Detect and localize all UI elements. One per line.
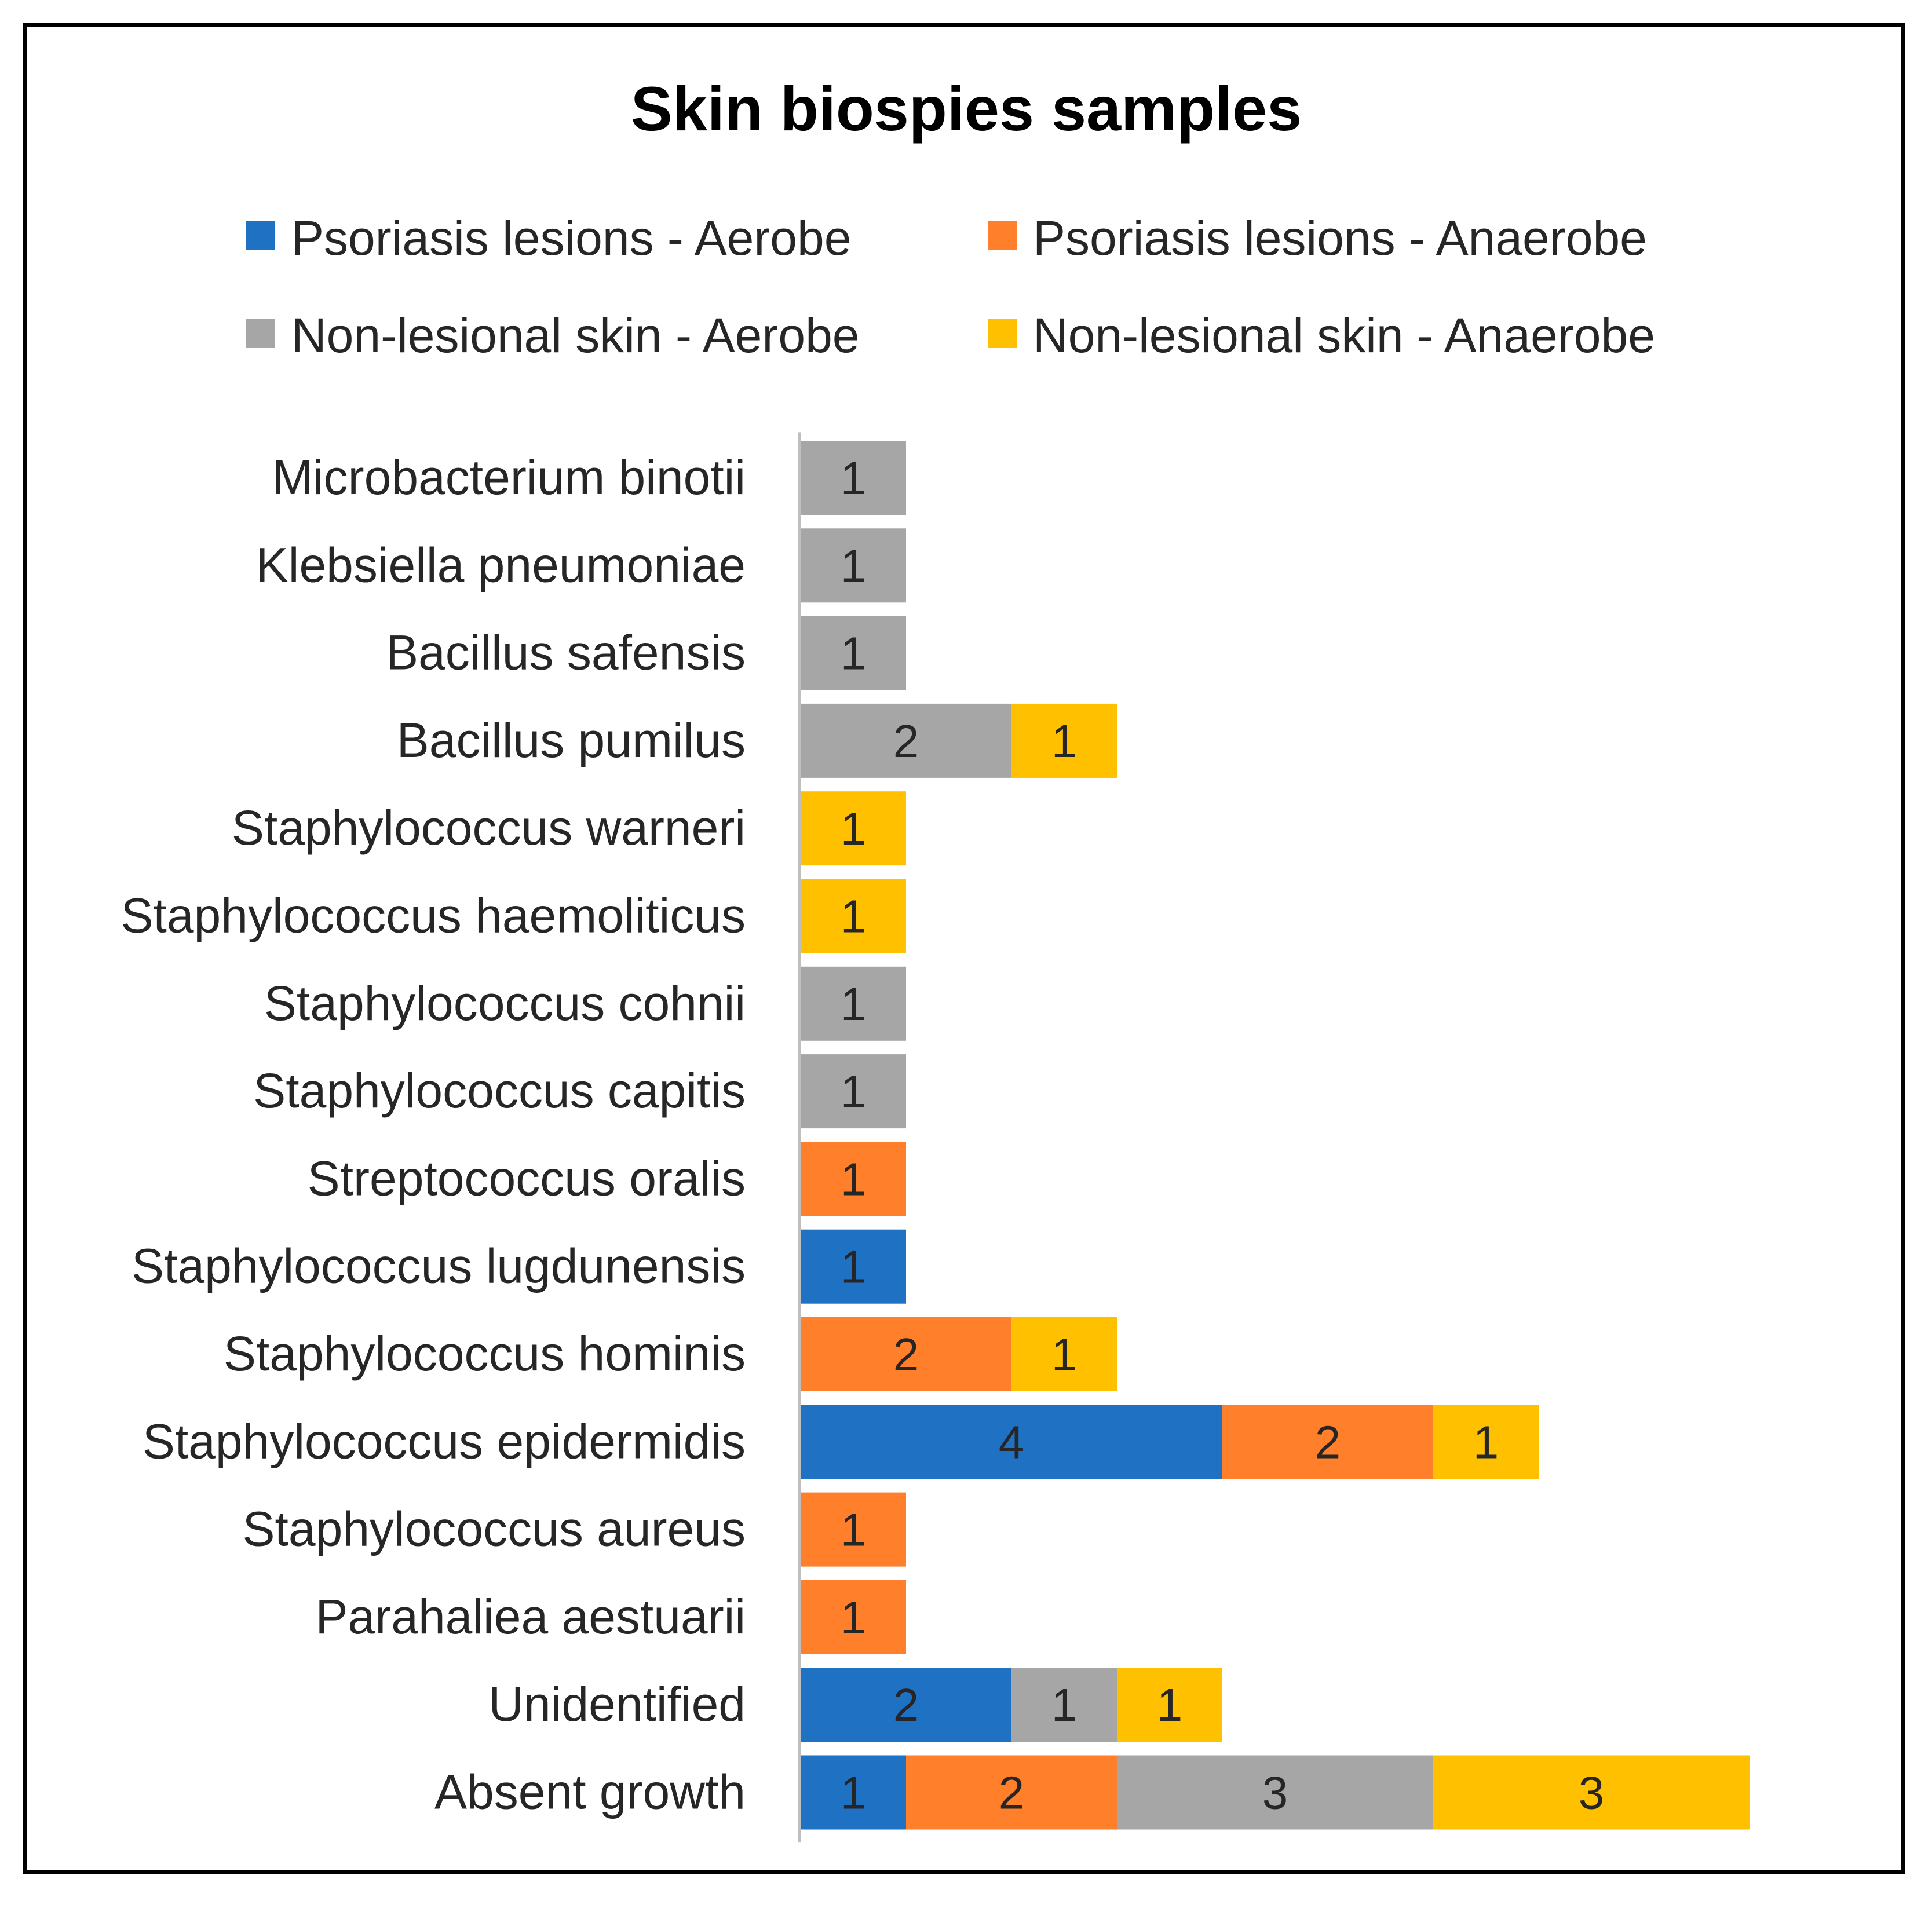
category-label-bacillus-safensis: Bacillus safensis [386, 626, 746, 680]
bar-bacillus-pumilus-non-lesional-skin-anaerobe [1011, 703, 1117, 778]
bar-staphylococcus-aureus-psoriasis-lesions-anaerobe [801, 1492, 906, 1567]
bar-bacillus-safensis-non-lesional-skin-aerobe [801, 616, 906, 690]
category-label-absent-growth: Absent growth [434, 1765, 746, 1819]
data-label-staphylococcus-epidermidis-non-lesional-skin-anaerobe: 1 [1473, 1416, 1499, 1468]
bar-absent-growth-psoriasis-lesions-aerobe [801, 1755, 906, 1830]
category-label-staphylococcus-hominis: Staphylococcus hominis [224, 1326, 746, 1381]
legend-swatch-psoriasis-lesions-anaerobe [988, 221, 1017, 250]
data-label-absent-growth-non-lesional-skin-aerobe: 3 [1262, 1767, 1288, 1819]
data-label-staphylococcus-warneri-non-lesional-skin-anaerobe: 1 [841, 803, 867, 854]
data-label-staphylococcus-epidermidis-psoriasis-lesions-aerobe: 4 [999, 1416, 1025, 1468]
bar-staphylococcus-epidermidis-non-lesional-skin-anaerobe [1433, 1405, 1539, 1479]
bar-absent-growth-non-lesional-skin-aerobe [1117, 1755, 1433, 1830]
data-label-staphylococcus-haemoliticus-non-lesional-skin-anaerobe: 1 [841, 891, 867, 942]
category-label-staphylococcus-warneri: Staphylococcus warneri [232, 801, 746, 855]
data-label-unidentified-non-lesional-skin-anaerobe: 1 [1157, 1679, 1183, 1731]
data-label-staphylococcus-lugdunensis-psoriasis-lesions-aerobe: 1 [841, 1241, 867, 1293]
category-label-staphylococcus-capitis: Staphylococcus capitis [253, 1063, 746, 1118]
bar-bacillus-pumilus-non-lesional-skin-aerobe [801, 703, 1011, 778]
bar-microbacterium-binotii-non-lesional-skin-aerobe [801, 441, 906, 515]
data-label-bacillus-pumilus-non-lesional-skin-anaerobe: 1 [1051, 715, 1078, 767]
category-label-microbacterium-binotii: Microbacterium binotii [272, 450, 746, 505]
legend-swatch-non-lesional-skin-anaerobe [988, 319, 1017, 348]
category-label-klebsiella-pneumoniae: Klebsiella pneumoniae [256, 538, 746, 592]
category-label-staphylococcus-epidermidis: Staphylococcus epidermidis [143, 1414, 746, 1468]
category-label-staphylococcus-haemoliticus: Staphylococcus haemoliticus [120, 889, 746, 943]
bar-streptococcus-oralis-psoriasis-lesions-anaerobe [801, 1142, 906, 1216]
bar-staphylococcus-hominis-non-lesional-skin-anaerobe [1011, 1317, 1117, 1391]
data-label-staphylococcus-epidermidis-psoriasis-lesions-anaerobe: 2 [1315, 1416, 1341, 1468]
bar-staphylococcus-lugdunensis-psoriasis-lesions-aerobe [801, 1229, 906, 1304]
data-label-parahaliea-aestuarii-psoriasis-lesions-anaerobe: 1 [841, 1592, 867, 1643]
data-label-streptococcus-oralis-psoriasis-lesions-anaerobe: 1 [841, 1153, 867, 1205]
category-label-staphylococcus-cohnii: Staphylococcus cohnii [264, 976, 746, 1030]
chart-frame [23, 23, 1905, 1874]
bar-unidentified-psoriasis-lesions-aerobe [801, 1668, 1011, 1742]
bar-absent-growth-non-lesional-skin-anaerobe [1433, 1755, 1750, 1830]
bar-unidentified-non-lesional-skin-anaerobe [1117, 1668, 1222, 1742]
bar-klebsiella-pneumoniae-non-lesional-skin-aerobe [801, 528, 906, 603]
data-label-staphylococcus-capitis-non-lesional-skin-aerobe: 1 [841, 1066, 867, 1117]
data-label-staphylococcus-cohnii-non-lesional-skin-aerobe: 1 [841, 978, 867, 1030]
legend-label-non-lesional-skin-aerobe: Non-lesional skin - Aerobe [291, 308, 860, 363]
category-label-parahaliea-aestuarii: Parahaliea aestuarii [316, 1589, 746, 1644]
category-label-unidentified: Unidentified [488, 1677, 746, 1731]
category-label-staphylococcus-lugdunensis: Staphylococcus lugdunensis [132, 1239, 746, 1293]
data-label-staphylococcus-hominis-non-lesional-skin-anaerobe: 1 [1051, 1329, 1078, 1380]
bar-staphylococcus-warneri-non-lesional-skin-anaerobe [801, 791, 906, 866]
bar-staphylococcus-haemoliticus-non-lesional-skin-anaerobe [801, 879, 906, 953]
category-label-bacillus-pumilus: Bacillus pumilus [397, 713, 746, 767]
category-label-streptococcus-oralis: Streptococcus oralis [308, 1151, 746, 1205]
data-label-microbacterium-binotii-non-lesional-skin-aerobe: 1 [841, 452, 867, 504]
legend-label-psoriasis-lesions-aerobe: Psoriasis lesions - Aerobe [291, 211, 851, 265]
data-label-staphylococcus-aureus-psoriasis-lesions-anaerobe: 1 [841, 1504, 867, 1556]
data-label-unidentified-psoriasis-lesions-aerobe: 2 [893, 1679, 919, 1731]
chart-title: Skin biospies samples [631, 74, 1302, 144]
bar-staphylococcus-hominis-psoriasis-lesions-anaerobe [801, 1317, 1011, 1391]
data-label-absent-growth-non-lesional-skin-anaerobe: 3 [1579, 1767, 1605, 1819]
bar-parahaliea-aestuarii-psoriasis-lesions-anaerobe [801, 1580, 906, 1654]
data-label-bacillus-safensis-non-lesional-skin-aerobe: 1 [841, 628, 867, 679]
data-label-unidentified-non-lesional-skin-aerobe: 1 [1051, 1679, 1078, 1731]
legend-label-non-lesional-skin-anaerobe: Non-lesional skin - Anaerobe [1033, 308, 1655, 363]
bar-staphylococcus-capitis-non-lesional-skin-aerobe [801, 1054, 906, 1129]
bar-unidentified-non-lesional-skin-aerobe [1011, 1668, 1117, 1742]
legend: Psoriasis lesions - Aerobe Psoriasis lesi… [246, 211, 1655, 363]
category-label-staphylococcus-aureus: Staphylococcus aureus [242, 1502, 746, 1556]
legend-label-psoriasis-lesions-anaerobe: Psoriasis lesions - Anaerobe [1033, 211, 1647, 265]
data-label-absent-growth-psoriasis-lesions-aerobe: 1 [841, 1767, 867, 1819]
data-label-bacillus-pumilus-non-lesional-skin-aerobe: 2 [893, 715, 919, 767]
data-label-absent-growth-psoriasis-lesions-anaerobe: 2 [999, 1767, 1025, 1819]
legend-swatch-non-lesional-skin-aerobe [246, 319, 275, 348]
bar-staphylococcus-cohnii-non-lesional-skin-aerobe [801, 966, 906, 1041]
bar-staphylococcus-epidermidis-psoriasis-lesions-anaerobe [1222, 1405, 1433, 1479]
category-labels: Microbacterium binotii Klebsiella pneumon… [120, 450, 746, 1819]
legend-swatch-psoriasis-lesions-aerobe [246, 221, 275, 250]
data-label-klebsiella-pneumoniae-non-lesional-skin-aerobe: 1 [841, 540, 867, 591]
bar-staphylococcus-epidermidis-psoriasis-lesions-aerobe [801, 1405, 1222, 1479]
bar-absent-growth-psoriasis-lesions-anaerobe [906, 1755, 1117, 1830]
data-label-staphylococcus-hominis-psoriasis-lesions-anaerobe: 2 [893, 1329, 919, 1380]
